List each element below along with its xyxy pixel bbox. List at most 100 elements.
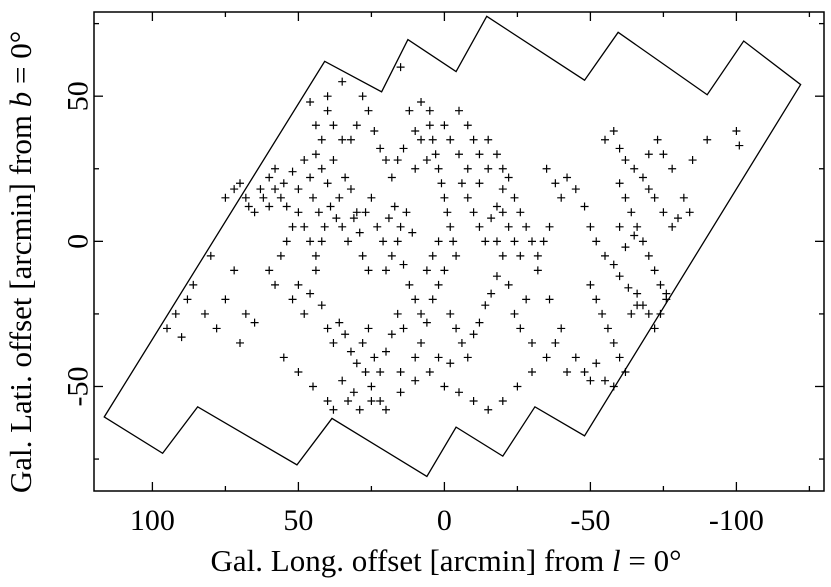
plus-marker	[396, 63, 405, 72]
plus-marker	[417, 135, 426, 144]
plus-marker	[309, 382, 317, 391]
plus-marker	[498, 208, 507, 217]
plus-marker	[212, 324, 221, 333]
plus-marker	[528, 237, 536, 246]
x-tick-label: -50	[570, 504, 610, 537]
plus-marker	[469, 135, 478, 144]
plus-marker	[685, 208, 694, 217]
plus-marker	[344, 237, 353, 246]
plus-marker	[492, 202, 501, 211]
plus-marker	[469, 330, 478, 339]
plus-marker	[300, 222, 309, 231]
plus-marker	[335, 193, 344, 202]
plus-marker	[504, 222, 513, 231]
plus-marker	[364, 106, 373, 115]
plus-marker	[271, 280, 280, 289]
plus-marker	[428, 251, 437, 260]
plus-marker	[417, 338, 426, 347]
plus-marker	[446, 222, 455, 231]
plus-marker	[492, 150, 501, 159]
plus-marker	[361, 367, 370, 376]
plus-marker	[434, 280, 443, 289]
plus-marker	[440, 193, 449, 202]
plus-marker	[481, 237, 490, 246]
plus-marker	[621, 243, 630, 252]
plus-marker	[650, 193, 659, 202]
x-axis-label: Gal. Long. offset [arcmin] from l = 0°	[211, 543, 682, 578]
plus-marker	[323, 179, 332, 188]
plus-marker	[644, 150, 653, 159]
plus-marker	[513, 382, 522, 391]
plus-marker	[455, 106, 463, 115]
plus-marker	[399, 260, 408, 269]
plus-marker	[335, 318, 344, 327]
plus-marker	[349, 388, 358, 397]
plus-marker	[352, 359, 361, 368]
plus-marker	[370, 127, 379, 136]
plus-marker	[469, 397, 478, 406]
plus-marker	[405, 280, 414, 289]
plus-marker	[498, 185, 507, 194]
plus-marker	[349, 214, 358, 223]
plus-marker	[633, 301, 642, 310]
plus-marker	[390, 202, 399, 211]
plus-marker	[329, 121, 338, 130]
plus-marker	[475, 150, 484, 159]
plus-marker	[601, 135, 609, 144]
y-tick-label: 50	[62, 81, 95, 111]
plus-marker	[457, 179, 466, 188]
plus-marker	[735, 141, 744, 150]
plus-marker	[504, 173, 513, 182]
plus-marker	[452, 251, 461, 260]
plus-marker	[452, 324, 461, 333]
plus-marker	[662, 289, 671, 298]
plus-marker	[522, 222, 531, 231]
plus-marker	[615, 353, 624, 362]
plus-marker	[259, 193, 268, 202]
plus-marker	[563, 173, 572, 182]
plus-marker	[586, 376, 595, 385]
plus-marker	[279, 179, 288, 188]
plus-marker	[393, 156, 402, 165]
plus-marker	[644, 185, 653, 194]
plus-marker	[484, 405, 493, 414]
x-tick-label: 100	[130, 504, 175, 537]
plus-marker	[341, 173, 350, 182]
x-tick-label: 0	[437, 504, 452, 537]
plus-marker	[230, 185, 239, 194]
plus-marker	[323, 92, 332, 101]
plus-marker	[265, 202, 274, 211]
plus-marker	[387, 251, 396, 260]
plus-marker	[379, 237, 388, 246]
plus-marker	[329, 156, 338, 165]
plus-marker	[434, 164, 443, 173]
plus-marker	[422, 318, 431, 327]
plus-marker	[475, 179, 484, 188]
plus-marker	[539, 237, 548, 246]
plus-marker	[250, 318, 259, 327]
plus-marker	[463, 193, 472, 202]
plus-marker	[434, 237, 443, 246]
plus-marker	[279, 353, 288, 362]
plus-marker	[498, 164, 507, 173]
y-tick-label: 0	[62, 234, 95, 249]
plus-marker	[580, 367, 589, 376]
plus-marker	[396, 222, 405, 231]
plus-marker	[528, 338, 536, 347]
plus-marker	[370, 353, 379, 362]
plus-marker	[396, 388, 405, 397]
plus-marker	[586, 280, 595, 289]
plus-marker	[627, 309, 636, 318]
plus-marker	[200, 309, 209, 318]
plus-marker	[516, 208, 525, 217]
plus-marker	[630, 164, 639, 173]
plus-marker	[411, 127, 420, 136]
plus-marker	[431, 150, 440, 159]
plus-marker	[382, 347, 390, 356]
plus-marker	[317, 164, 326, 173]
plus-marker	[551, 338, 560, 347]
plus-marker	[443, 208, 452, 217]
plus-marker	[475, 318, 484, 327]
plus-marker	[469, 208, 478, 217]
plus-marker	[633, 289, 642, 298]
